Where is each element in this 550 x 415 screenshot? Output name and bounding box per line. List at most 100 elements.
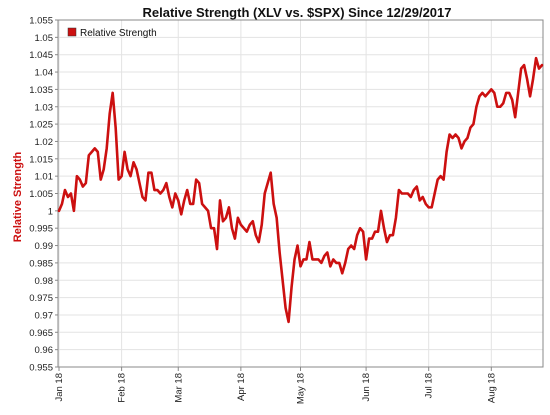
data-point	[73, 209, 75, 212]
data-point	[397, 189, 400, 191]
data-point	[538, 67, 540, 70]
data-point	[490, 88, 493, 91]
data-point	[263, 192, 266, 195]
data-point	[433, 192, 436, 195]
data-point	[529, 95, 531, 98]
data-point	[406, 192, 409, 195]
data-point	[451, 137, 454, 139]
data-point	[257, 241, 260, 243]
gridlines	[58, 19, 543, 368]
data-point	[195, 178, 198, 181]
data-point	[111, 91, 114, 94]
data-point	[144, 199, 147, 202]
data-point	[305, 258, 308, 261]
data-point	[445, 150, 448, 153]
data-point	[478, 95, 481, 98]
data-point	[362, 230, 365, 233]
data-point	[421, 196, 424, 198]
data-point	[356, 234, 359, 237]
data-point	[132, 161, 135, 164]
y-tick-label: 1.025	[29, 120, 53, 131]
data-point	[368, 237, 370, 240]
data-point	[359, 227, 362, 230]
data-point	[499, 105, 502, 108]
data-point	[213, 227, 215, 230]
data-point	[469, 126, 472, 129]
data-point	[269, 171, 272, 174]
data-point	[341, 272, 344, 275]
series-layer	[57, 56, 544, 324]
data-point	[386, 241, 388, 243]
data-point	[290, 286, 293, 289]
data-point	[272, 203, 275, 205]
y-tick-label: 1.045	[29, 50, 53, 61]
data-point	[454, 133, 457, 136]
data-point	[70, 192, 72, 195]
x-tick-label: Feb 18	[117, 373, 128, 403]
x-tick-label: Aug 18	[486, 373, 497, 403]
y-tick-label: 1.05	[35, 33, 54, 44]
data-point	[311, 258, 314, 261]
data-point	[365, 258, 367, 261]
data-point	[511, 98, 514, 101]
x-tick-label: May 18	[296, 373, 307, 404]
data-point	[266, 182, 269, 184]
data-point	[93, 147, 96, 150]
y-tick-label: 1.005	[29, 189, 53, 200]
data-point	[389, 234, 391, 237]
data-point	[374, 230, 376, 233]
data-point	[174, 192, 177, 195]
data-point	[245, 230, 248, 233]
data-point	[251, 220, 254, 223]
data-point	[254, 234, 257, 237]
data-point	[228, 206, 230, 209]
y-tick-label: 1.04	[35, 68, 54, 79]
data-point	[275, 216, 278, 219]
y-tick-label: 0.98	[35, 276, 54, 287]
data-point	[493, 91, 496, 94]
data-point	[466, 137, 469, 139]
data-point	[219, 199, 221, 202]
data-point	[99, 178, 102, 181]
data-point	[284, 307, 287, 309]
data-point	[430, 206, 433, 209]
data-point	[514, 116, 517, 119]
y-axis-label: Relative Strength	[12, 151, 24, 242]
y-tick-label: 0.96	[35, 345, 54, 356]
data-point	[481, 91, 484, 94]
data-point	[231, 227, 233, 230]
data-point	[242, 227, 245, 230]
data-point	[81, 185, 84, 188]
data-point	[198, 182, 201, 184]
data-point	[138, 182, 141, 184]
data-point	[293, 258, 296, 261]
data-point	[427, 206, 430, 209]
data-point	[329, 265, 332, 268]
data-point	[236, 216, 239, 219]
data-point	[278, 251, 281, 254]
x-tick-label: Jan 18	[54, 373, 65, 402]
data-point	[302, 258, 305, 261]
y-tick-label: 1.03	[35, 102, 54, 113]
data-point	[159, 192, 162, 195]
y-tick-label: 1.015	[29, 154, 53, 165]
data-point	[338, 262, 341, 264]
data-point	[457, 137, 460, 139]
data-point	[448, 133, 451, 136]
y-tick-label: 0.99	[35, 241, 54, 252]
data-point	[520, 67, 523, 70]
data-point	[344, 262, 347, 264]
data-point	[61, 203, 63, 205]
data-point	[78, 178, 81, 181]
data-point	[439, 175, 442, 178]
data-point	[377, 230, 379, 233]
data-point	[58, 209, 60, 212]
data-point	[326, 251, 329, 254]
data-point	[186, 189, 189, 191]
data-point	[463, 140, 466, 143]
data-point	[424, 203, 427, 205]
x-tick-label: Mar 18	[173, 373, 184, 403]
data-point	[436, 178, 439, 181]
data-point	[123, 150, 126, 153]
data-point	[87, 154, 90, 157]
